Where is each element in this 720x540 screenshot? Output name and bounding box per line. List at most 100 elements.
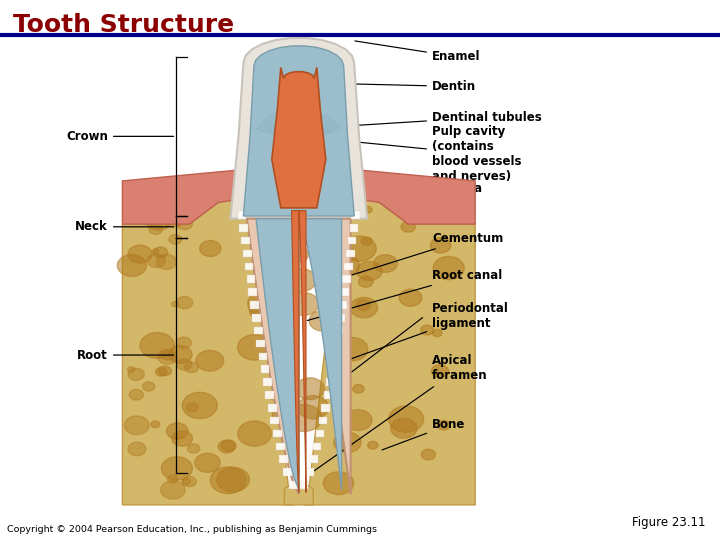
Circle shape [156,254,176,269]
Circle shape [176,296,193,309]
Text: Dentinal tubules: Dentinal tubules [335,111,541,127]
FancyBboxPatch shape [338,301,347,309]
Circle shape [134,198,142,203]
Circle shape [127,367,135,373]
Circle shape [199,240,221,256]
Circle shape [166,423,188,439]
Circle shape [249,196,272,213]
Circle shape [161,350,174,360]
Circle shape [368,441,378,449]
FancyBboxPatch shape [289,481,298,489]
Circle shape [268,392,279,400]
FancyBboxPatch shape [245,262,253,270]
Circle shape [356,300,370,310]
Circle shape [437,421,450,430]
Circle shape [218,440,235,453]
Circle shape [152,249,159,254]
Circle shape [238,421,271,446]
Circle shape [295,378,325,400]
Circle shape [420,325,434,335]
Circle shape [323,472,354,495]
Text: Figure 23.11: Figure 23.11 [632,516,706,529]
Circle shape [184,362,199,373]
Circle shape [334,432,361,453]
Circle shape [221,440,236,451]
Circle shape [147,254,166,267]
FancyBboxPatch shape [243,249,251,257]
FancyBboxPatch shape [258,353,267,360]
Circle shape [361,237,372,245]
FancyBboxPatch shape [246,275,255,283]
FancyBboxPatch shape [241,237,250,245]
Text: Dentin: Dentin [346,80,476,93]
Circle shape [161,457,192,480]
Circle shape [147,213,171,231]
FancyBboxPatch shape [316,430,325,437]
FancyBboxPatch shape [351,211,360,219]
Circle shape [128,245,152,263]
Circle shape [433,256,464,280]
Text: Crown: Crown [66,130,174,143]
Text: Pulp cavity
(contains
blood vessels
and nerves): Pulp cavity (contains blood vessels and … [316,125,521,183]
FancyBboxPatch shape [343,275,351,283]
Polygon shape [271,68,325,208]
Text: Neck: Neck [76,220,174,233]
FancyBboxPatch shape [238,211,246,219]
Circle shape [168,346,192,363]
Circle shape [389,406,423,432]
Circle shape [162,210,185,227]
Circle shape [140,333,174,359]
FancyBboxPatch shape [310,455,318,463]
FancyBboxPatch shape [279,455,288,463]
Polygon shape [256,219,341,490]
Circle shape [182,478,190,485]
Circle shape [186,403,198,412]
FancyBboxPatch shape [341,288,349,296]
FancyBboxPatch shape [268,404,276,411]
Circle shape [125,416,149,435]
Circle shape [168,475,178,483]
Text: Cementum: Cementum [328,232,503,282]
Circle shape [431,238,451,253]
Text: Copyright © 2004 Pearson Education, Inc., publishing as Benjamin Cummings: Copyright © 2004 Pearson Education, Inc.… [7,524,377,534]
FancyBboxPatch shape [276,443,285,450]
Text: Root: Root [77,348,174,362]
Circle shape [288,293,319,315]
FancyBboxPatch shape [256,340,265,347]
Circle shape [238,335,271,360]
FancyBboxPatch shape [251,301,259,309]
Circle shape [182,392,217,418]
FancyBboxPatch shape [306,468,315,476]
Text: Enamel: Enamel [355,41,480,63]
Circle shape [161,481,185,499]
Polygon shape [305,186,475,505]
FancyBboxPatch shape [336,314,345,321]
Circle shape [391,418,417,438]
Circle shape [285,268,316,292]
FancyBboxPatch shape [300,481,308,489]
FancyBboxPatch shape [263,379,271,386]
FancyBboxPatch shape [266,391,274,399]
Circle shape [432,329,442,337]
Circle shape [171,301,179,307]
Circle shape [356,261,382,280]
Circle shape [189,201,198,207]
Circle shape [176,218,192,230]
FancyBboxPatch shape [350,224,359,232]
Circle shape [128,368,144,380]
FancyBboxPatch shape [323,391,332,399]
Circle shape [297,396,329,419]
FancyBboxPatch shape [239,224,248,232]
Circle shape [363,206,372,213]
Circle shape [374,254,397,273]
Circle shape [272,407,296,424]
Circle shape [337,338,368,361]
Text: Root canal: Root canal [307,269,503,321]
Polygon shape [243,46,354,216]
Circle shape [421,449,436,460]
Text: Gingiva
(gum): Gingiva (gum) [363,182,482,210]
FancyBboxPatch shape [348,237,356,245]
Circle shape [177,359,192,370]
Circle shape [158,366,171,376]
Text: Apical
foramen: Apical foramen [314,354,487,471]
